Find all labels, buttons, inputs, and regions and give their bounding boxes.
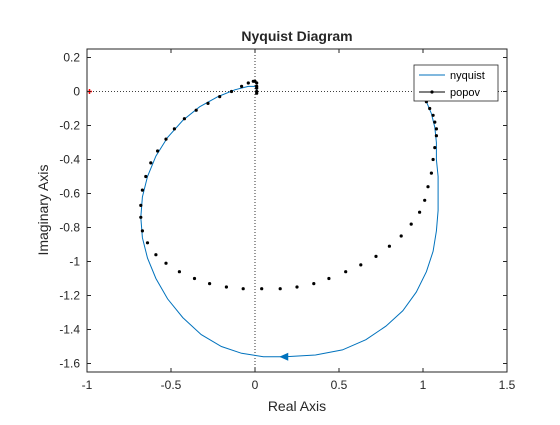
popov-point	[255, 86, 259, 90]
popov-point	[418, 210, 422, 214]
popov-point	[374, 254, 378, 258]
plot-frame	[86, 48, 508, 373]
y-tick-label: 0.2	[63, 51, 80, 65]
popov-point	[224, 285, 228, 289]
popov-point	[172, 127, 176, 131]
popov-point	[139, 203, 143, 207]
y-tick-label: -0.6	[59, 187, 80, 201]
popov-point	[359, 263, 363, 267]
popov-point	[206, 101, 210, 105]
popov-point	[312, 282, 316, 286]
y-tick-label: -1.6	[59, 357, 80, 371]
y-tick-label: 0	[73, 85, 80, 99]
popov-point	[426, 185, 430, 189]
popov-point	[431, 157, 435, 162]
popov-point	[434, 127, 438, 131]
popov-point	[241, 287, 245, 291]
x-tick-label: -0.5	[161, 378, 182, 392]
legend-box	[413, 64, 499, 102]
popov-point	[154, 253, 158, 257]
popov-point	[208, 282, 212, 286]
legend-label-nyquist: nyquist	[450, 70, 485, 82]
legend-label-popov: popov	[450, 87, 480, 99]
popov-point	[428, 106, 432, 111]
x-tick-label: 0.5	[331, 378, 348, 392]
popov-point	[240, 84, 244, 88]
popov-point	[246, 81, 250, 85]
y-tick-label: -1	[69, 255, 80, 269]
nyquist-curve	[140, 85, 439, 358]
popov-point	[433, 146, 437, 150]
y-tick-label: -1.4	[59, 323, 80, 337]
popov-point	[140, 229, 144, 233]
popov-point	[260, 287, 264, 291]
popov-point	[344, 270, 348, 274]
plot-background	[87, 49, 507, 372]
y-tick-label: -0.2	[59, 119, 80, 133]
popov-point	[295, 285, 299, 289]
popov-point	[177, 270, 181, 274]
popov-point	[387, 244, 391, 248]
popov-point	[431, 113, 435, 117]
popov-point	[182, 117, 186, 121]
popov-point	[164, 261, 168, 265]
popov-point	[255, 91, 259, 95]
popov-point	[434, 134, 438, 138]
series-layer	[87, 79, 439, 361]
popov-point	[278, 287, 282, 291]
y-tick-label: -1.2	[59, 289, 80, 303]
x-axis-title: Real Axis	[268, 398, 326, 414]
popov-point	[139, 215, 143, 219]
x-tick-label: 0	[252, 378, 259, 392]
reference-lines	[87, 49, 507, 372]
popov-point	[140, 188, 144, 192]
popov-point	[192, 276, 197, 281]
popov-point	[145, 241, 150, 245]
popov-point	[156, 149, 160, 153]
popov-point	[144, 174, 148, 179]
nyquist-direction-arrow	[279, 352, 289, 361]
popov-point	[409, 222, 413, 226]
x-tick-label: 1.5	[499, 378, 516, 392]
axis-ticks: -1 -0.5 0 0.5 1 1.5 0.2 0 -0.2 -0.4 -0.6 -0.8 -1 -1.2…	[59, 49, 516, 392]
x-tick-label: 1	[420, 378, 427, 392]
popov-point	[327, 276, 331, 281]
y-axis-title: Imaginary Axis	[35, 164, 51, 255]
popov-point	[429, 171, 433, 175]
legend-marker-popov	[430, 90, 434, 94]
popov-point	[423, 198, 427, 202]
popov-point	[194, 108, 198, 112]
y-tick-label: -0.4	[59, 153, 80, 167]
y-tick-label: -0.8	[59, 221, 80, 235]
popov-point	[433, 120, 437, 124]
popov-point	[149, 161, 153, 165]
popov-point	[399, 234, 403, 238]
popov-point	[164, 137, 168, 141]
chart-title: Nyquist Diagram	[241, 28, 352, 44]
legend: nyquist popov	[413, 64, 499, 102]
popov-point	[218, 95, 222, 99]
popov-point	[255, 81, 259, 85]
popov-point	[229, 89, 234, 94]
x-tick-label: -1	[82, 378, 93, 392]
